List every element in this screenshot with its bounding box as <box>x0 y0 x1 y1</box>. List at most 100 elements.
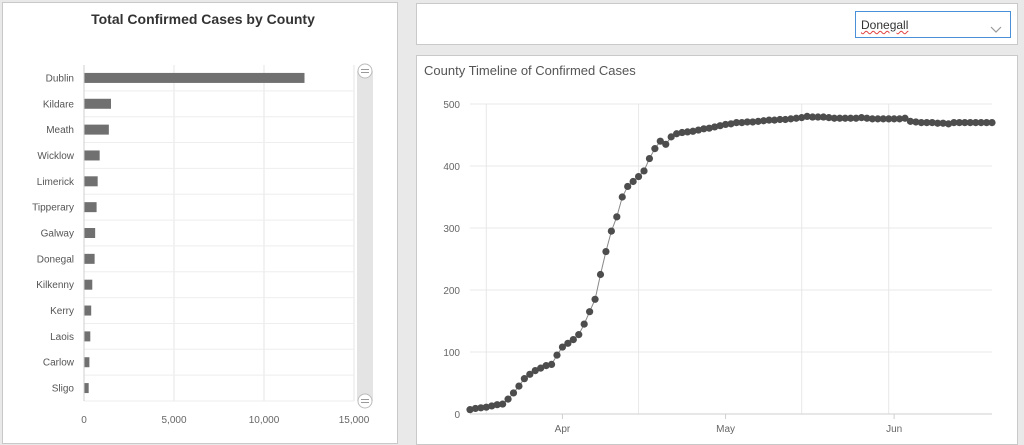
timeline-point <box>683 128 692 136</box>
timeline-point <box>705 124 713 132</box>
timeline-point <box>515 382 523 390</box>
timeline-point <box>928 119 936 127</box>
timeline-point <box>634 172 643 181</box>
timeline-point <box>727 120 735 128</box>
timeline-point <box>787 115 795 123</box>
bar <box>84 331 91 342</box>
bar <box>84 279 93 290</box>
timeline-point <box>906 117 915 125</box>
timeline-point <box>662 140 670 148</box>
chevron-down-icon <box>990 21 1002 39</box>
timeline-point <box>885 115 893 123</box>
bar <box>84 176 98 187</box>
timeline-y-tick-label: 0 <box>454 410 460 421</box>
timeline-chart-title: County Timeline of Confirmed Cases <box>424 63 636 78</box>
timeline-point <box>814 113 822 121</box>
timeline-y-tick-label: 500 <box>443 100 460 111</box>
bar <box>84 357 90 368</box>
timeline-point <box>700 125 708 133</box>
timeline-point <box>509 389 518 397</box>
county-select[interactable]: Donegall <box>855 11 1011 38</box>
bar-category-label: Limerick <box>37 177 75 188</box>
timeline-point <box>841 114 849 122</box>
timeline-point <box>504 395 512 403</box>
county-selector-panel: Donegall <box>416 3 1018 45</box>
timeline-point <box>792 114 800 122</box>
timeline-point <box>770 116 779 124</box>
timeline-chart-panel: County Timeline of Confirmed Cases 100 20… <box>416 55 1018 445</box>
timeline-point <box>575 331 583 339</box>
bar <box>84 305 92 316</box>
timeline-point <box>917 119 925 127</box>
timeline-point <box>624 182 632 191</box>
bar-category-label: Sligo <box>52 384 75 395</box>
timeline-point <box>988 119 996 127</box>
timeline-point <box>526 370 534 378</box>
timeline-point <box>743 118 751 126</box>
bar <box>84 253 95 264</box>
timeline-point <box>808 113 817 121</box>
bar <box>84 72 305 83</box>
bar-category-label: Dublin <box>46 73 74 84</box>
timeline-point <box>689 127 697 135</box>
bar <box>84 124 109 135</box>
bar-chart: 0 5,000 10,000 15,000 Dublin Kildare Meath Wick… <box>32 63 373 426</box>
timeline-point <box>944 120 953 128</box>
timeline-y-tick-label: 300 <box>443 224 460 235</box>
bar <box>84 98 111 109</box>
timeline-x-tick-label: Apr <box>555 424 571 435</box>
timeline-point <box>836 114 844 122</box>
timeline-y-tick-label: 100 <box>443 348 460 359</box>
timeline-point <box>977 119 985 127</box>
timeline-point <box>493 401 501 409</box>
timeline-point <box>738 119 746 127</box>
timeline-point <box>776 115 784 124</box>
timeline-point <box>586 308 594 316</box>
timeline-point <box>934 119 942 127</box>
bar <box>84 383 89 394</box>
bar-x-tick-label: 15,000 <box>339 415 370 426</box>
timeline-point <box>629 177 637 186</box>
timeline-point <box>749 118 757 126</box>
scrollbar-handle[interactable] <box>357 393 373 409</box>
timeline-point <box>711 123 719 131</box>
bar-category-label: Donegal <box>37 254 74 265</box>
timeline-point <box>537 364 545 372</box>
timeline-point <box>825 114 833 122</box>
timeline-point <box>488 402 496 410</box>
bar-category-label: Kilkenny <box>36 280 74 291</box>
timeline-point <box>819 113 828 121</box>
timeline-point <box>716 122 724 130</box>
timeline-point <box>613 213 621 221</box>
bar-category-label: Carlow <box>43 358 75 369</box>
timeline-chart: 100 200 300 400 500 0 Apr May Jun <box>443 100 996 435</box>
timeline-point <box>477 404 485 412</box>
timeline-point <box>874 115 882 123</box>
timeline-point <box>618 193 626 201</box>
timeline-point <box>694 126 702 134</box>
timeline-point <box>982 119 991 127</box>
timeline-point <box>879 115 887 123</box>
bar-x-tick-label: 0 <box>81 415 87 426</box>
bar-category-label: Galway <box>41 229 74 240</box>
bar <box>84 150 100 161</box>
timeline-point <box>640 167 648 175</box>
timeline-point <box>895 115 904 123</box>
timeline-point <box>923 119 931 127</box>
timeline-point <box>950 119 958 127</box>
timeline-point <box>466 406 474 414</box>
timeline-point <box>602 247 610 256</box>
timeline-point <box>667 133 675 141</box>
bar-x-tick-label: 5,000 <box>161 415 186 426</box>
timeline-point <box>961 119 969 127</box>
timeline-point <box>863 114 871 122</box>
bar-chart-scrollbar[interactable] <box>357 63 373 409</box>
timeline-point <box>781 115 789 124</box>
bar-category-label: Kildare <box>43 99 75 110</box>
timeline-x-tick-label: May <box>716 424 735 435</box>
timeline-point <box>765 116 773 124</box>
timeline-point <box>673 130 681 138</box>
timeline-point <box>569 336 577 344</box>
scrollbar-handle[interactable] <box>357 63 373 79</box>
timeline-point <box>645 154 654 163</box>
